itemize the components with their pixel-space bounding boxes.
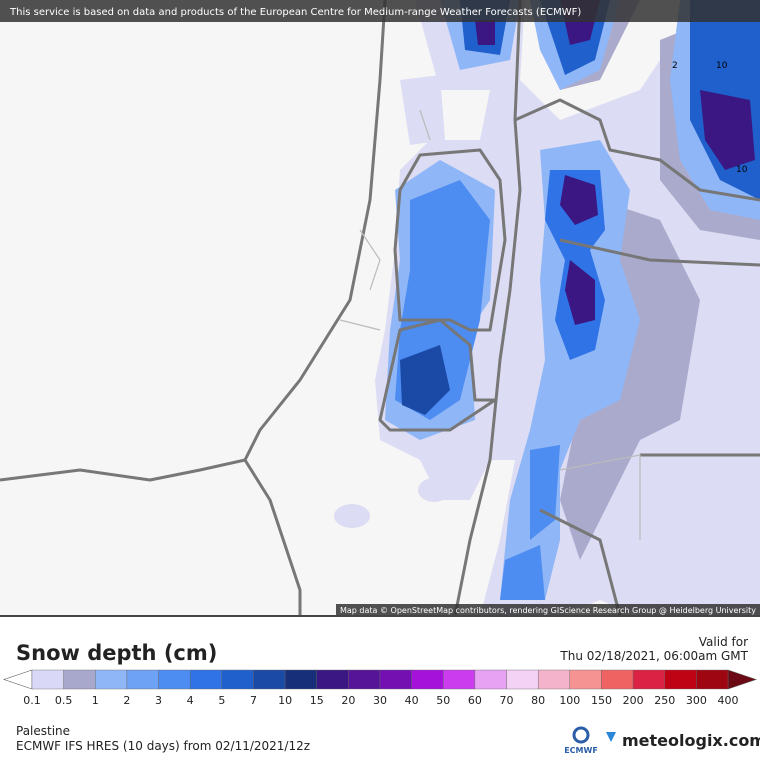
legend-swatch (348, 669, 381, 690)
legend-tick-label: 0.5 (55, 694, 73, 707)
legend-swatch (411, 669, 444, 690)
legend-swatch (506, 669, 539, 690)
legend-tick-label: 15 (310, 694, 324, 707)
legend-swatch (189, 669, 223, 690)
region: Palestine (16, 724, 70, 738)
valid-label: Valid for (699, 635, 748, 649)
valid-time: Thu 02/18/2021, 06:00am GMT (559, 649, 748, 663)
legend-tick-label: 1 (92, 694, 99, 707)
legend-tick-label: 7 (250, 694, 257, 707)
legend-tick-label: 30 (373, 694, 387, 707)
legend-swatch (284, 669, 317, 690)
legend-tick-label: 4 (187, 694, 194, 707)
legend-swatch (474, 669, 507, 690)
legend-tick-label: 60 (468, 694, 482, 707)
contour-label: 10 (716, 61, 728, 71)
legend-swatch (158, 669, 191, 690)
map: 2 10 10 This service is based on data an… (0, 0, 760, 617)
contour-label: 10 (736, 165, 748, 175)
contour-label: 2 (672, 61, 678, 71)
legend-tick-label: 200 (623, 694, 644, 707)
legend-title: Snow depth (cm) (16, 641, 217, 665)
legend-swatch (443, 669, 476, 690)
legend-tick-label: 0.1 (23, 694, 41, 707)
legend-swatch (221, 669, 254, 690)
legend-swatch (632, 669, 665, 690)
legend-tick-label: 3 (155, 694, 162, 707)
legend-tick-label: 50 (436, 694, 450, 707)
legend-swatch (601, 669, 634, 690)
legend-swatch (696, 669, 729, 690)
legend-swatch (316, 669, 349, 690)
ecmwf-icon (572, 726, 590, 744)
legend-swatch (31, 669, 64, 690)
site-logo[interactable]: meteologix.com (622, 731, 760, 750)
legend-tick-label: 10 (278, 694, 292, 707)
legend-tick-label: 20 (341, 694, 355, 707)
header-notice: This service is based on data and produc… (9, 7, 581, 18)
map-attribution: Map data © OpenStreetMap contributors, r… (340, 606, 756, 615)
legend-tick-label: 300 (686, 694, 707, 707)
legend-tick-label: 150 (591, 694, 612, 707)
legend-tick-label: 2 (123, 694, 130, 707)
legend-tick-label: 100 (559, 694, 580, 707)
legend-tick-label: 80 (531, 694, 545, 707)
legend-tick-label: 70 (500, 694, 514, 707)
legend-swatch (126, 669, 159, 690)
under-arrow (3, 669, 33, 690)
legend-swatch (253, 669, 286, 690)
colorbar: 0.1 0.5 1 2 3 4 5 7 10 15 20 30 40 50 60 70 80 100 150 200 2… (3, 669, 757, 707)
legend-swatch (537, 669, 571, 690)
model-run: ECMWF IFS HRES (10 days) from 02/11/2021… (16, 739, 310, 753)
legend-tick-label: 400 (718, 694, 739, 707)
legend-tick-label: 250 (654, 694, 675, 707)
legend-tick-label: 5 (218, 694, 225, 707)
legend-swatch (569, 669, 602, 690)
legend-swatch (664, 669, 697, 690)
legend-swatch (379, 669, 412, 690)
ecmwf-logo: ECMWF (564, 746, 598, 755)
meteologix-icon (606, 732, 616, 742)
legend-swatch (95, 669, 128, 690)
legend-tick-label: 40 (405, 694, 419, 707)
over-arrow (727, 669, 757, 690)
legend-swatch (63, 669, 96, 690)
